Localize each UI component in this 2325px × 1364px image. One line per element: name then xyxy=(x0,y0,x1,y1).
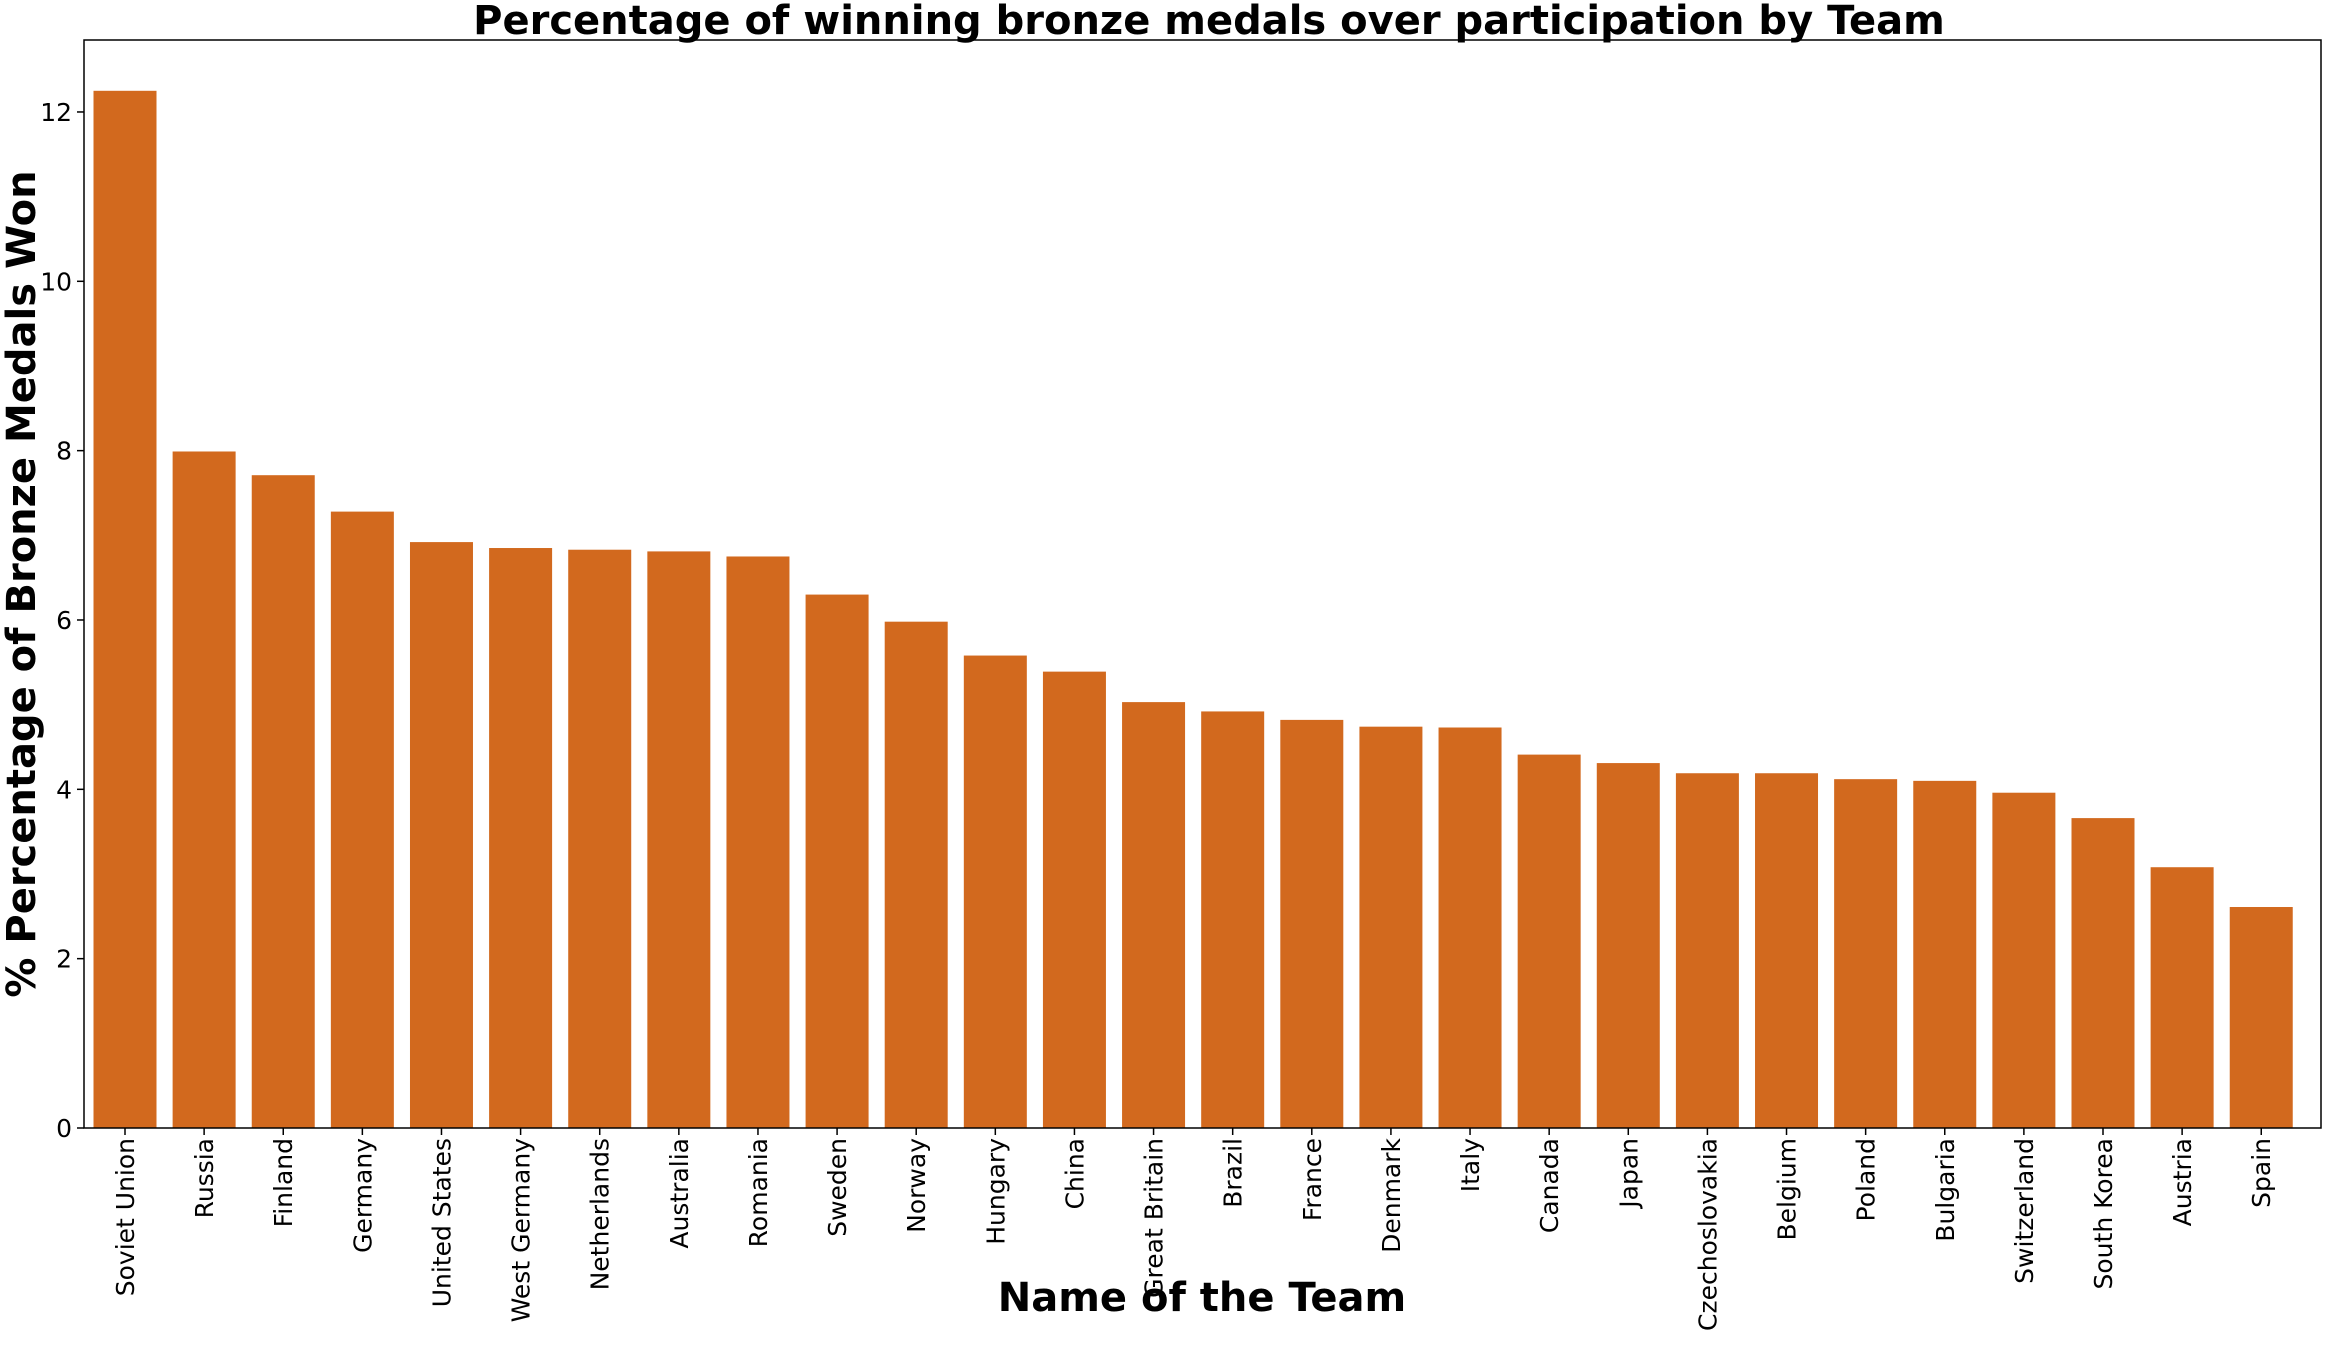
bar-finland xyxy=(251,475,315,1128)
bar-denmark xyxy=(1359,726,1423,1128)
plot-frame xyxy=(83,39,2322,1129)
bar-soviet-union xyxy=(93,90,157,1128)
bar-sweden xyxy=(805,594,869,1128)
x-tick-label: France xyxy=(1298,1138,1327,1221)
y-tick-label: 12 xyxy=(40,98,72,127)
bar-west-germany xyxy=(489,548,553,1128)
bar-brazil xyxy=(1201,711,1265,1128)
y-axis-label: % Percentage of Bronze Medals Won xyxy=(0,170,45,997)
bar-norway xyxy=(884,621,948,1128)
bar-russia xyxy=(172,451,236,1128)
x-tick-label: Austria xyxy=(2168,1138,2197,1226)
bars-group xyxy=(93,90,2293,1128)
bar-germany xyxy=(330,511,394,1128)
bar-belgium xyxy=(1755,773,1819,1128)
x-tick-label: Netherlands xyxy=(586,1138,615,1290)
x-tick-label: Soviet Union xyxy=(111,1138,140,1296)
y-axis: 0 2 4 6 8 10 12 xyxy=(40,98,84,1143)
x-tick-label: Poland xyxy=(1852,1138,1881,1221)
x-tick-label: Great Britain xyxy=(1140,1138,1169,1298)
x-tick-label: Australia xyxy=(665,1138,694,1249)
chart-title: Percentage of winning bronze medals over… xyxy=(473,0,1945,44)
x-tick-label: Japan xyxy=(1614,1138,1643,1210)
bar-czechoslovakia xyxy=(1675,773,1739,1128)
bar-bulgaria xyxy=(1913,780,1977,1128)
bar-china xyxy=(1042,671,1106,1128)
bar-south-korea xyxy=(2071,818,2135,1128)
bar-netherlands xyxy=(568,549,632,1128)
x-tick-label: Germany xyxy=(348,1138,377,1253)
x-tick-label: Russia xyxy=(190,1138,219,1218)
x-axis-label: Name of the Team xyxy=(998,1275,1406,1321)
x-tick-label: Spain xyxy=(2247,1138,2276,1208)
bar-australia xyxy=(647,551,711,1128)
y-tick-label: 10 xyxy=(40,267,72,296)
y-tick-label: 6 xyxy=(56,606,72,635)
x-tick-label: Norway xyxy=(902,1138,931,1233)
bar-canada xyxy=(1517,754,1581,1128)
x-tick-label: Denmark xyxy=(1377,1137,1406,1252)
x-tick-label: China xyxy=(1060,1138,1089,1209)
y-tick-label: 4 xyxy=(56,775,72,804)
x-tick-label: Sweden xyxy=(823,1138,852,1237)
x-tick-label: Switzerland xyxy=(2010,1138,2039,1284)
bar-united-states xyxy=(409,542,473,1128)
bar-great-britain xyxy=(1122,702,1186,1128)
bar-france xyxy=(1280,719,1344,1128)
bar-hungary xyxy=(963,655,1027,1128)
x-tick-label: Brazil xyxy=(1219,1138,1248,1208)
x-tick-label: Hungary xyxy=(981,1138,1010,1245)
x-tick-label: Canada xyxy=(1535,1138,1564,1233)
bar-spain xyxy=(2229,907,2293,1128)
y-tick-label: 0 xyxy=(56,1114,72,1143)
bar-poland xyxy=(1834,779,1898,1128)
x-tick-label: South Korea xyxy=(2089,1138,2118,1289)
bar-switzerland xyxy=(1992,792,2056,1128)
bar-italy xyxy=(1438,727,1502,1128)
bar-japan xyxy=(1596,763,1660,1128)
x-axis: Soviet Union Russia Finland Germany United S… xyxy=(111,1128,2276,1331)
x-tick-label: Finland xyxy=(269,1138,298,1227)
x-tick-label: Italy xyxy=(1456,1138,1485,1192)
y-tick-label: 8 xyxy=(56,437,72,466)
x-tick-label: United States xyxy=(427,1138,456,1307)
x-tick-label: Romania xyxy=(744,1138,773,1247)
x-tick-label: Belgium xyxy=(1773,1138,1802,1241)
bar-romania xyxy=(726,556,790,1128)
y-tick-label: 2 xyxy=(56,945,72,974)
x-tick-label: Bulgaria xyxy=(1931,1138,1960,1242)
x-tick-label: Czechoslovakia xyxy=(1693,1138,1722,1331)
x-tick-label: West Germany xyxy=(507,1138,536,1323)
bar-austria xyxy=(2150,867,2214,1128)
